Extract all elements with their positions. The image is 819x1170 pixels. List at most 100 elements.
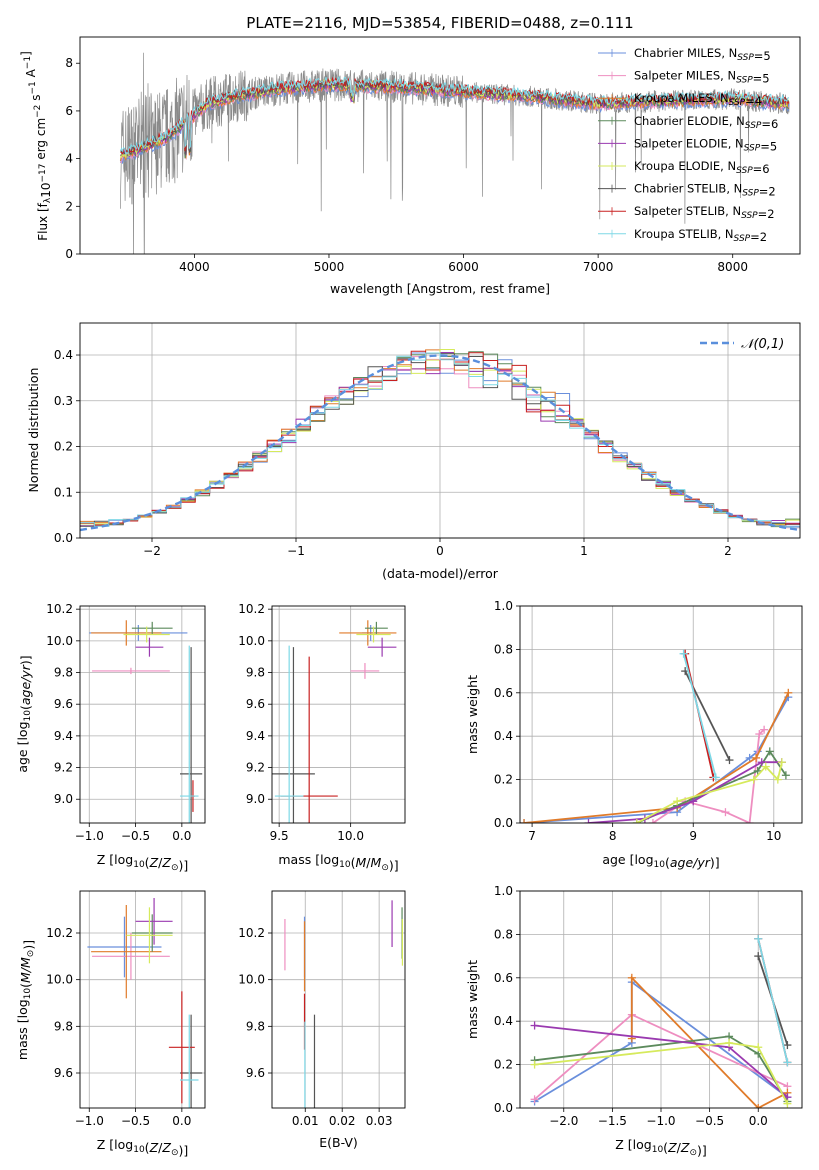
errorbar-point [168,991,195,1104]
weight-line [534,1041,789,1105]
y-axis-label: Flux [fλ10−17 erg cm−2 s−1 A−1] [19,51,53,241]
x-tick-label: −1.0 [75,829,104,843]
y-tick-label: 0.0 [494,816,513,830]
panel-weight-vs-age: 7 8 9 10 0.0 0.2 0.4 0.6 0.8 1.0 mass weight age [l… [465,599,803,870]
x-tick-label: −1.0 [646,1114,675,1128]
plus-marker [725,756,734,765]
y-tick-label: 6 [65,104,73,118]
x-tick-label: −1 [287,544,305,558]
axes-frame [271,890,406,1109]
x-tick-label: 0 [436,544,444,558]
plus-marker [627,973,636,982]
legend-label: Chabrier ELODIE, NSSP=6 [634,114,778,131]
plus-marker [679,649,688,658]
weight-line [523,696,790,823]
y-tick-label: 1.0 [494,599,513,613]
plus-marker [783,1041,792,1050]
axes-frame [79,890,206,1109]
plus-marker [711,773,720,782]
plus-marker [745,819,754,823]
y-tick-label: 2 [65,199,73,213]
x-tick-label: −1.0 [75,1114,104,1128]
y-tick-label: 9.2 [246,761,265,775]
x-tick-label: −2 [143,544,161,558]
y-tick-label: 9.0 [54,792,73,806]
plus-marker [760,725,769,734]
errorbar-point [123,626,170,643]
x-axis-label: age [log10(age/yr)] [602,852,719,870]
errorbar-point [180,645,199,823]
plus-marker [781,771,790,780]
errorbar-point [272,647,315,823]
legend-label: Salpeter MILES, NSSP=5 [634,69,770,86]
histogram-kroupa-stelib [80,352,800,528]
x-axis-label: mass [log10(M/M⊙)] [278,852,398,873]
panel-age-vs-mass: 9.5 10.0 9.0 9.2 9.4 9.6 9.8 10.0 10.2 mass [log1… [238,602,406,873]
legend-label: Salpeter STELIB, NSSP=2 [634,204,775,221]
model-spectrum-line [120,76,790,155]
errorbar-point [180,647,203,823]
plus-marker [530,1021,539,1030]
y-tick-label: 10.0 [46,634,73,648]
x-axis-label: wavelength [Angstrom, rest frame] [330,281,550,296]
axes-frame [79,605,206,824]
y-tick-label: 9.8 [246,666,265,680]
y-tick-label: 10.0 [238,973,265,987]
plus-marker [757,758,766,767]
weight-line [523,692,790,823]
y-tick-label: 0.4 [494,729,513,743]
plus-marker [754,1104,763,1108]
y-tick-label: 0.2 [494,1058,513,1072]
plot-area [520,649,793,823]
errorbar-point [339,620,397,646]
plot-area [89,620,203,823]
axes-frame [79,322,801,539]
y-tick-label: 0.8 [494,642,513,656]
weight-line [757,938,789,1063]
y-tick-label: 10.2 [238,602,265,616]
plot-area [530,934,792,1108]
errorbar-point [367,637,397,657]
plus-marker [773,775,782,784]
legend-label: Kroupa ELODIE, NSSP=6 [634,159,770,176]
y-tick-label: 1.0 [494,884,513,898]
x-tick-label: 0.03 [366,1114,393,1128]
y-tick-label: 0.3 [54,394,73,408]
x-tick-label: 6000 [448,260,479,274]
x-axis-label: (data-model)/error [382,566,499,581]
x-tick-label: 0.0 [172,829,191,843]
plus-marker [777,758,786,767]
x-tick-label: −0.5 [121,829,150,843]
panel-spectrum: 4000 5000 6000 7000 8000 0 2 4 6 8 wavelength [Ang… [19,36,801,296]
axes-frame [271,605,406,824]
legend-label: 𝒩(0,1) [741,337,784,352]
panel-residuals: −2 −1 0 1 2 0.0 0.1 0.2 0.3 0.4 (data-model)/error… [26,322,801,581]
x-tick-label: −0.5 [695,1114,724,1128]
legend-label: Salpeter ELODIE, NSSP=5 [634,136,777,153]
errorbar-point [274,645,304,823]
panel-mass-vs-EBV: 0.01 0.02 0.03 9.6 9.8 10.0 10.2 E(B-V) [238,890,406,1150]
y-axis-label: Normed distribution [26,368,41,493]
plus-marker [689,797,698,806]
x-tick-label: 0.0 [172,1114,191,1128]
x-tick-label: 8 [609,829,617,843]
plus-marker [632,819,641,823]
x-axis-label: Z [log10(Z/Z⊙)] [97,1137,189,1158]
legend-label: Chabrier MILES, NSSP=5 [634,46,771,63]
y-tick-label: 0 [65,247,73,261]
plus-marker [754,952,763,961]
x-tick-label: −0.5 [121,1114,150,1128]
y-axis-label: mass weight [465,675,480,754]
y-tick-label: 9.6 [246,697,265,711]
y-tick-label: 9.4 [54,729,73,743]
errorbar-point [356,626,391,643]
y-tick-label: 10.2 [46,602,73,616]
y-tick-label: 0.6 [494,971,513,985]
plus-marker [530,1060,539,1069]
y-tick-label: 0.4 [494,1014,513,1028]
plus-marker [721,808,730,817]
y-tick-label: 10.2 [46,926,73,940]
errorbar-point [87,916,162,978]
y-tick-label: 9.8 [54,1019,73,1033]
errorbar-point [135,898,173,945]
